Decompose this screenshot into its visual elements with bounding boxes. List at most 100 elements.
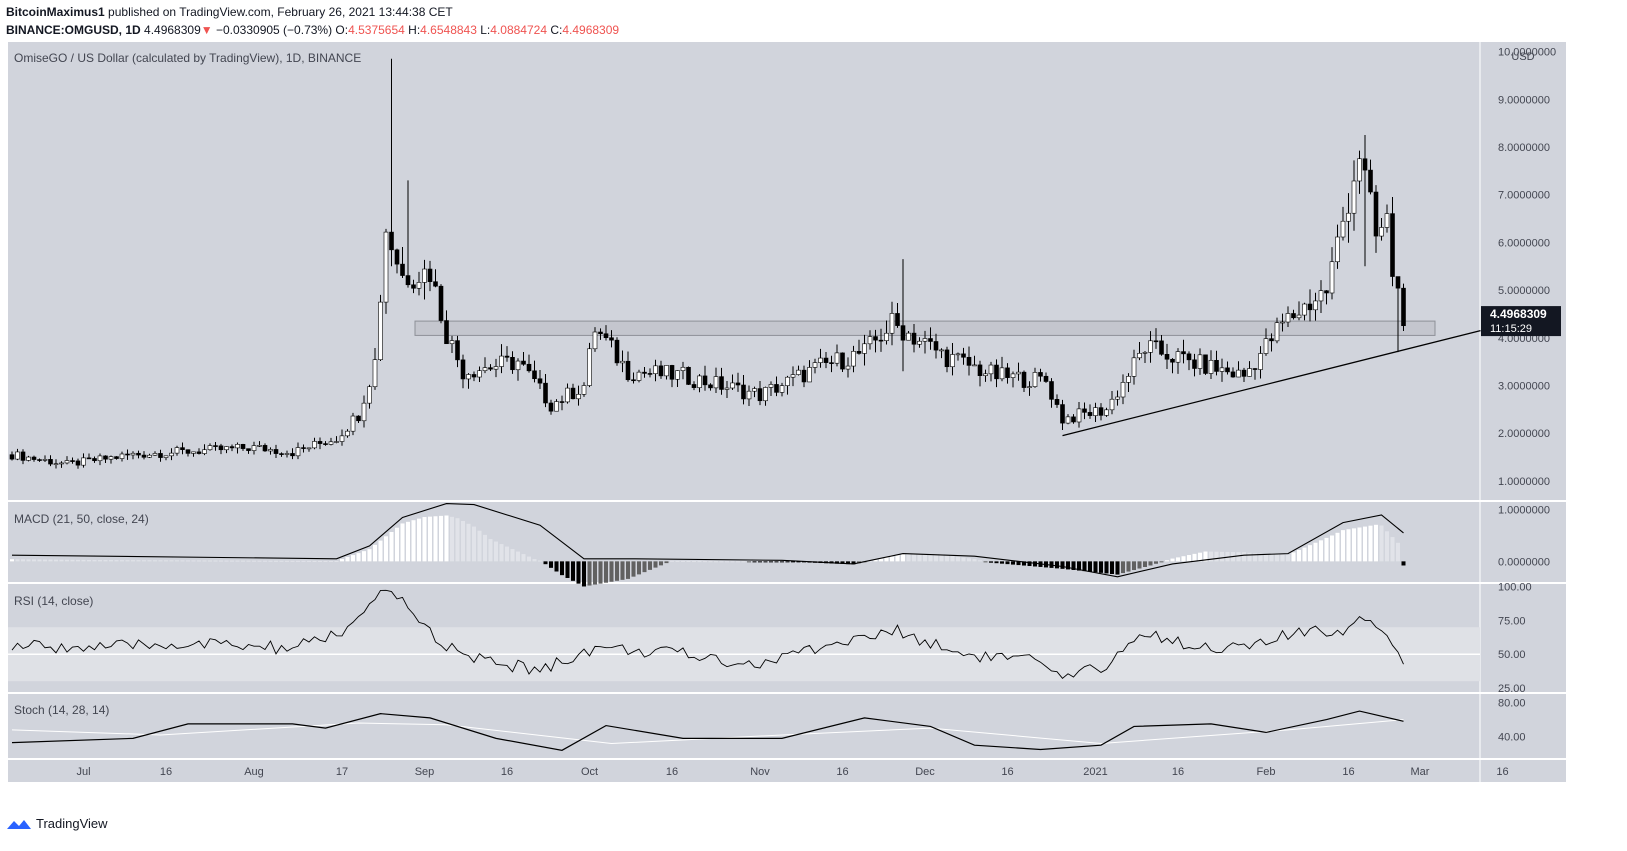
macd-histogram-bar (879, 558, 883, 562)
macd-histogram-bar (719, 561, 724, 563)
time-tick-label: 17 (336, 766, 348, 778)
macd-histogram-bar (439, 515, 443, 562)
candle-body (757, 388, 763, 402)
macd-histogram-bar (1082, 561, 1087, 572)
candle-body (1076, 408, 1082, 423)
candle-body (834, 352, 840, 364)
candle-body (37, 459, 42, 461)
macd-histogram-bar (1236, 552, 1241, 562)
candle-body (268, 449, 273, 452)
macd-histogram-bar (455, 518, 460, 562)
macd-histogram-bar (1363, 526, 1367, 562)
candle-body (554, 401, 559, 412)
candle-body (92, 458, 97, 462)
macd-histogram-bar (230, 560, 234, 562)
candle-body (1313, 300, 1318, 311)
candle-body (31, 456, 37, 460)
candle-body (114, 456, 119, 459)
candle-body (312, 441, 317, 449)
macd-histogram-bar (1379, 525, 1384, 562)
brand-label: TradingView (36, 816, 108, 831)
candle-body (141, 454, 147, 458)
macd-histogram-bar (1209, 551, 1213, 562)
macd-histogram-bar (1104, 561, 1109, 574)
macd-histogram-bar (1214, 551, 1219, 562)
time-tick-label: Mar (1411, 766, 1430, 778)
macd-histogram-bar (1181, 556, 1186, 562)
macd-histogram-bar (1280, 554, 1285, 562)
price-tick-label: 10.0000000 (1498, 47, 1556, 59)
candle-body (1087, 412, 1093, 416)
macd-histogram-bar (1374, 524, 1378, 562)
candle-body (180, 447, 185, 450)
candle-body (955, 353, 961, 356)
price-tick-label: 9.0000000 (1498, 94, 1550, 106)
candle-body (664, 365, 669, 377)
candle-body (317, 441, 323, 444)
macd-histogram-bar (290, 560, 295, 562)
candle-body (1357, 158, 1362, 182)
macd-histogram-bar (26, 559, 31, 562)
candle-body (939, 349, 944, 352)
candle-body (1208, 360, 1214, 374)
candle-body (1137, 352, 1142, 359)
candle-body (1153, 340, 1159, 343)
macd-histogram-bar (1005, 561, 1010, 565)
macd-histogram-bar (1286, 554, 1290, 562)
macd-histogram-bar (224, 560, 229, 562)
macd-histogram-bar (1396, 542, 1400, 562)
macd-histogram-bar (109, 560, 113, 562)
macd-histogram-bar (461, 521, 465, 562)
candle-body (1329, 261, 1335, 294)
macd-histogram-bar (703, 561, 707, 563)
candle-body (229, 446, 235, 449)
candle-body (488, 367, 493, 370)
macd-histogram-bar (147, 560, 152, 562)
macd-histogram-bar (901, 554, 905, 562)
candle-body (64, 460, 70, 464)
candle-body (86, 457, 92, 460)
macd-histogram-bar (213, 560, 218, 562)
candle-body (1005, 367, 1010, 378)
macd-histogram-bar (263, 560, 267, 562)
macd-histogram-bar (1341, 530, 1345, 562)
stoch-k-line (11, 710, 1404, 751)
macd-histogram-bar (169, 560, 174, 562)
macd-histogram-bar (983, 561, 988, 563)
macd-histogram-bar (653, 561, 658, 568)
macd-histogram-bar (1071, 561, 1076, 570)
macd-histogram-bar (1033, 561, 1037, 567)
macd-histogram-bar (1258, 553, 1263, 562)
candle-body (933, 341, 939, 351)
change-value: −0.0330905 (−0.73%) (215, 23, 333, 37)
candle-body (218, 445, 224, 451)
macd-histogram-bar (1121, 561, 1125, 574)
macd-histogram-bar (422, 517, 427, 562)
candle-body (1302, 303, 1307, 316)
macd-histogram-bar (582, 561, 586, 587)
macd-histogram-bar (48, 559, 53, 562)
rsi-pane-marks: 100.00 75.00 50.00 25.00 (8, 582, 1532, 695)
author-name[interactable]: BitcoinMaximus1 (6, 5, 105, 19)
macd-histogram-bar (15, 559, 20, 562)
macd-histogram-bar (1060, 561, 1065, 569)
candle-body (108, 456, 114, 460)
candle-body (911, 332, 917, 345)
candle-body (295, 447, 301, 457)
macd-histogram-bar (637, 561, 641, 575)
candle-body (708, 384, 713, 389)
candle-body (559, 401, 565, 403)
macd-histogram-bar (1027, 561, 1032, 567)
macd-histogram-bar (131, 560, 135, 562)
candle-body (928, 338, 933, 342)
candle-body (851, 351, 856, 367)
candle-body (609, 337, 614, 341)
macd-histogram-bar (345, 557, 350, 562)
price-unit-label: USD (1511, 51, 1534, 63)
macd-pane-marks: 1.0000000 0.0000000 (10, 502, 1550, 587)
candle-body (1318, 290, 1324, 302)
macd-histogram-bar (1170, 558, 1175, 562)
macd-histogram-bar (125, 560, 130, 562)
tradingview-watermark[interactable]: TradingView (6, 816, 108, 831)
